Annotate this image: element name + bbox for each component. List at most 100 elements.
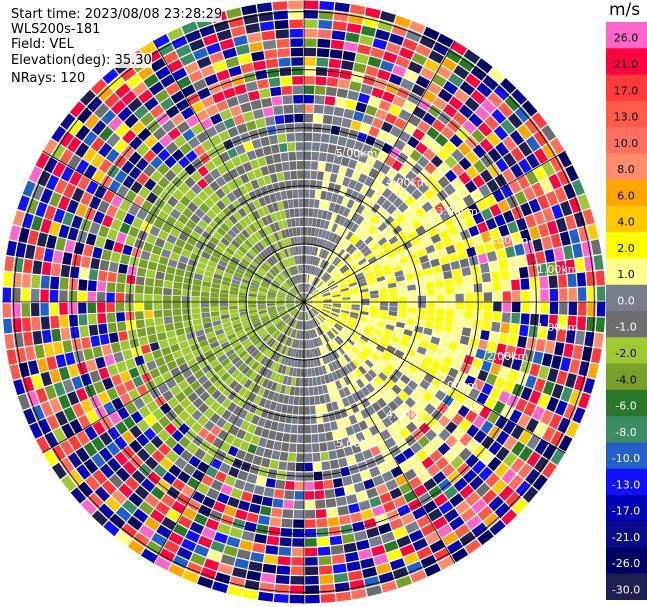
range-gate bbox=[266, 302, 276, 304]
range-gate bbox=[469, 475, 484, 491]
range-gate bbox=[423, 188, 436, 201]
range-gate bbox=[197, 219, 208, 230]
range-gate bbox=[304, 406, 310, 415]
range-gate bbox=[61, 423, 75, 439]
range-gate bbox=[21, 288, 30, 302]
range-gate bbox=[307, 311, 312, 319]
range-gate bbox=[442, 532, 458, 547]
range-gate bbox=[331, 292, 341, 296]
range-gate bbox=[249, 41, 263, 53]
range-gate bbox=[333, 572, 349, 583]
range-gate bbox=[425, 281, 435, 289]
range-gate bbox=[304, 302, 308, 311]
range-gate bbox=[318, 269, 325, 278]
range-gate bbox=[276, 296, 285, 299]
range-gate bbox=[63, 406, 77, 422]
range-gate bbox=[332, 326, 341, 333]
range-gate bbox=[309, 189, 316, 199]
range-gate bbox=[281, 313, 289, 320]
range-gate bbox=[132, 375, 144, 388]
range-gate bbox=[329, 459, 340, 470]
range-gate bbox=[330, 340, 337, 349]
range-gate bbox=[411, 403, 423, 415]
range-gate bbox=[249, 263, 258, 271]
range-gate bbox=[493, 400, 506, 415]
range-gate bbox=[550, 430, 565, 447]
range-gate bbox=[281, 85, 293, 95]
range-gate bbox=[449, 134, 464, 148]
range-gate bbox=[332, 294, 341, 298]
range-gate bbox=[193, 144, 206, 157]
range-gate bbox=[336, 335, 344, 344]
range-gate bbox=[349, 284, 359, 290]
range-gate bbox=[425, 531, 441, 545]
range-gate bbox=[213, 216, 224, 226]
range-gate bbox=[140, 112, 155, 127]
range-gate bbox=[405, 323, 415, 331]
range-gate bbox=[213, 363, 223, 373]
range-gate bbox=[244, 579, 260, 591]
range-gate bbox=[306, 311, 310, 320]
range-gate bbox=[292, 348, 297, 358]
range-gate bbox=[291, 287, 298, 295]
range-gate bbox=[138, 501, 154, 516]
range-gate bbox=[165, 141, 179, 155]
range-gate bbox=[551, 355, 562, 370]
range-gate bbox=[311, 308, 319, 315]
range-gate bbox=[193, 273, 203, 281]
range-gate bbox=[518, 446, 533, 462]
range-gate bbox=[312, 208, 319, 218]
range-gate bbox=[167, 397, 179, 409]
range-gate bbox=[230, 487, 243, 499]
range-gate bbox=[86, 359, 97, 372]
range-gate bbox=[25, 346, 36, 361]
range-gate bbox=[295, 299, 304, 302]
range-gate bbox=[255, 326, 264, 333]
range-gate bbox=[117, 406, 130, 420]
range-gate bbox=[177, 515, 193, 529]
range-gate bbox=[311, 329, 316, 338]
range-gate bbox=[207, 549, 223, 562]
range-gate bbox=[289, 290, 297, 297]
range-gate bbox=[271, 255, 278, 264]
range-gate bbox=[195, 329, 205, 337]
range-gate bbox=[181, 84, 196, 98]
range-gate bbox=[347, 210, 356, 220]
range-gate bbox=[204, 270, 214, 278]
range-gate bbox=[234, 359, 244, 369]
range-gate bbox=[127, 97, 143, 113]
range-gate bbox=[159, 134, 173, 148]
range-gate bbox=[128, 166, 142, 180]
range-gate bbox=[273, 593, 289, 603]
range-gate bbox=[388, 400, 399, 412]
range-gate bbox=[277, 393, 285, 403]
range-gate bbox=[248, 302, 257, 305]
range-gate bbox=[423, 268, 433, 276]
range-gate bbox=[577, 287, 587, 301]
range-gate bbox=[228, 260, 238, 268]
range-gate bbox=[578, 361, 590, 377]
range-gate bbox=[360, 349, 370, 359]
range-gate bbox=[254, 426, 263, 437]
range-gate bbox=[457, 343, 468, 354]
range-gate bbox=[144, 294, 153, 302]
range-gate bbox=[276, 297, 285, 300]
range-gate bbox=[315, 67, 328, 76]
range-gate bbox=[371, 87, 385, 99]
range-gate bbox=[289, 386, 296, 396]
range-gate bbox=[229, 425, 240, 436]
colorbar-tick-label: 8.0 bbox=[617, 163, 635, 176]
range-gate bbox=[385, 134, 398, 146]
range-gate bbox=[68, 469, 84, 486]
range-gate bbox=[484, 396, 497, 410]
range-gate bbox=[382, 332, 392, 340]
range-gate bbox=[334, 439, 343, 449]
range-gate bbox=[520, 229, 532, 243]
range-gate bbox=[576, 316, 587, 331]
range-gate bbox=[199, 339, 209, 348]
range-gate bbox=[119, 199, 132, 212]
range-gate bbox=[213, 532, 228, 544]
range-gate bbox=[220, 310, 229, 316]
range-gate bbox=[547, 368, 559, 383]
range-gate bbox=[373, 348, 383, 357]
